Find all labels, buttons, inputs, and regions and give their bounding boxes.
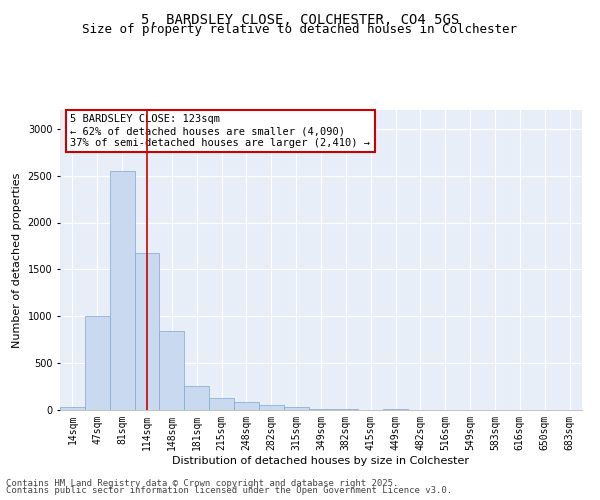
Text: 5 BARDSLEY CLOSE: 123sqm
← 62% of detached houses are smaller (4,090)
37% of sem: 5 BARDSLEY CLOSE: 123sqm ← 62% of detach… (70, 114, 370, 148)
X-axis label: Distribution of detached houses by size in Colchester: Distribution of detached houses by size … (173, 456, 470, 466)
Bar (234, 402, 259, 410)
Bar (110, 171, 134, 410)
Bar (184, 386, 209, 410)
Y-axis label: Number of detached properties: Number of detached properties (12, 172, 22, 348)
Bar (85, 316, 110, 410)
Text: Contains HM Land Registry data © Crown copyright and database right 2025.: Contains HM Land Registry data © Crown c… (6, 478, 398, 488)
Bar (60, 407, 85, 410)
Bar (134, 252, 160, 410)
Bar (383, 409, 408, 410)
Bar (209, 398, 234, 410)
Text: Contains public sector information licensed under the Open Government Licence v3: Contains public sector information licen… (6, 486, 452, 495)
Bar (334, 409, 358, 410)
Bar (308, 409, 334, 410)
Bar (284, 407, 308, 410)
Text: 5, BARDSLEY CLOSE, COLCHESTER, CO4 5GS: 5, BARDSLEY CLOSE, COLCHESTER, CO4 5GS (141, 12, 459, 26)
Text: Size of property relative to detached houses in Colchester: Size of property relative to detached ho… (83, 22, 517, 36)
Bar (259, 405, 284, 410)
Bar (160, 331, 184, 410)
